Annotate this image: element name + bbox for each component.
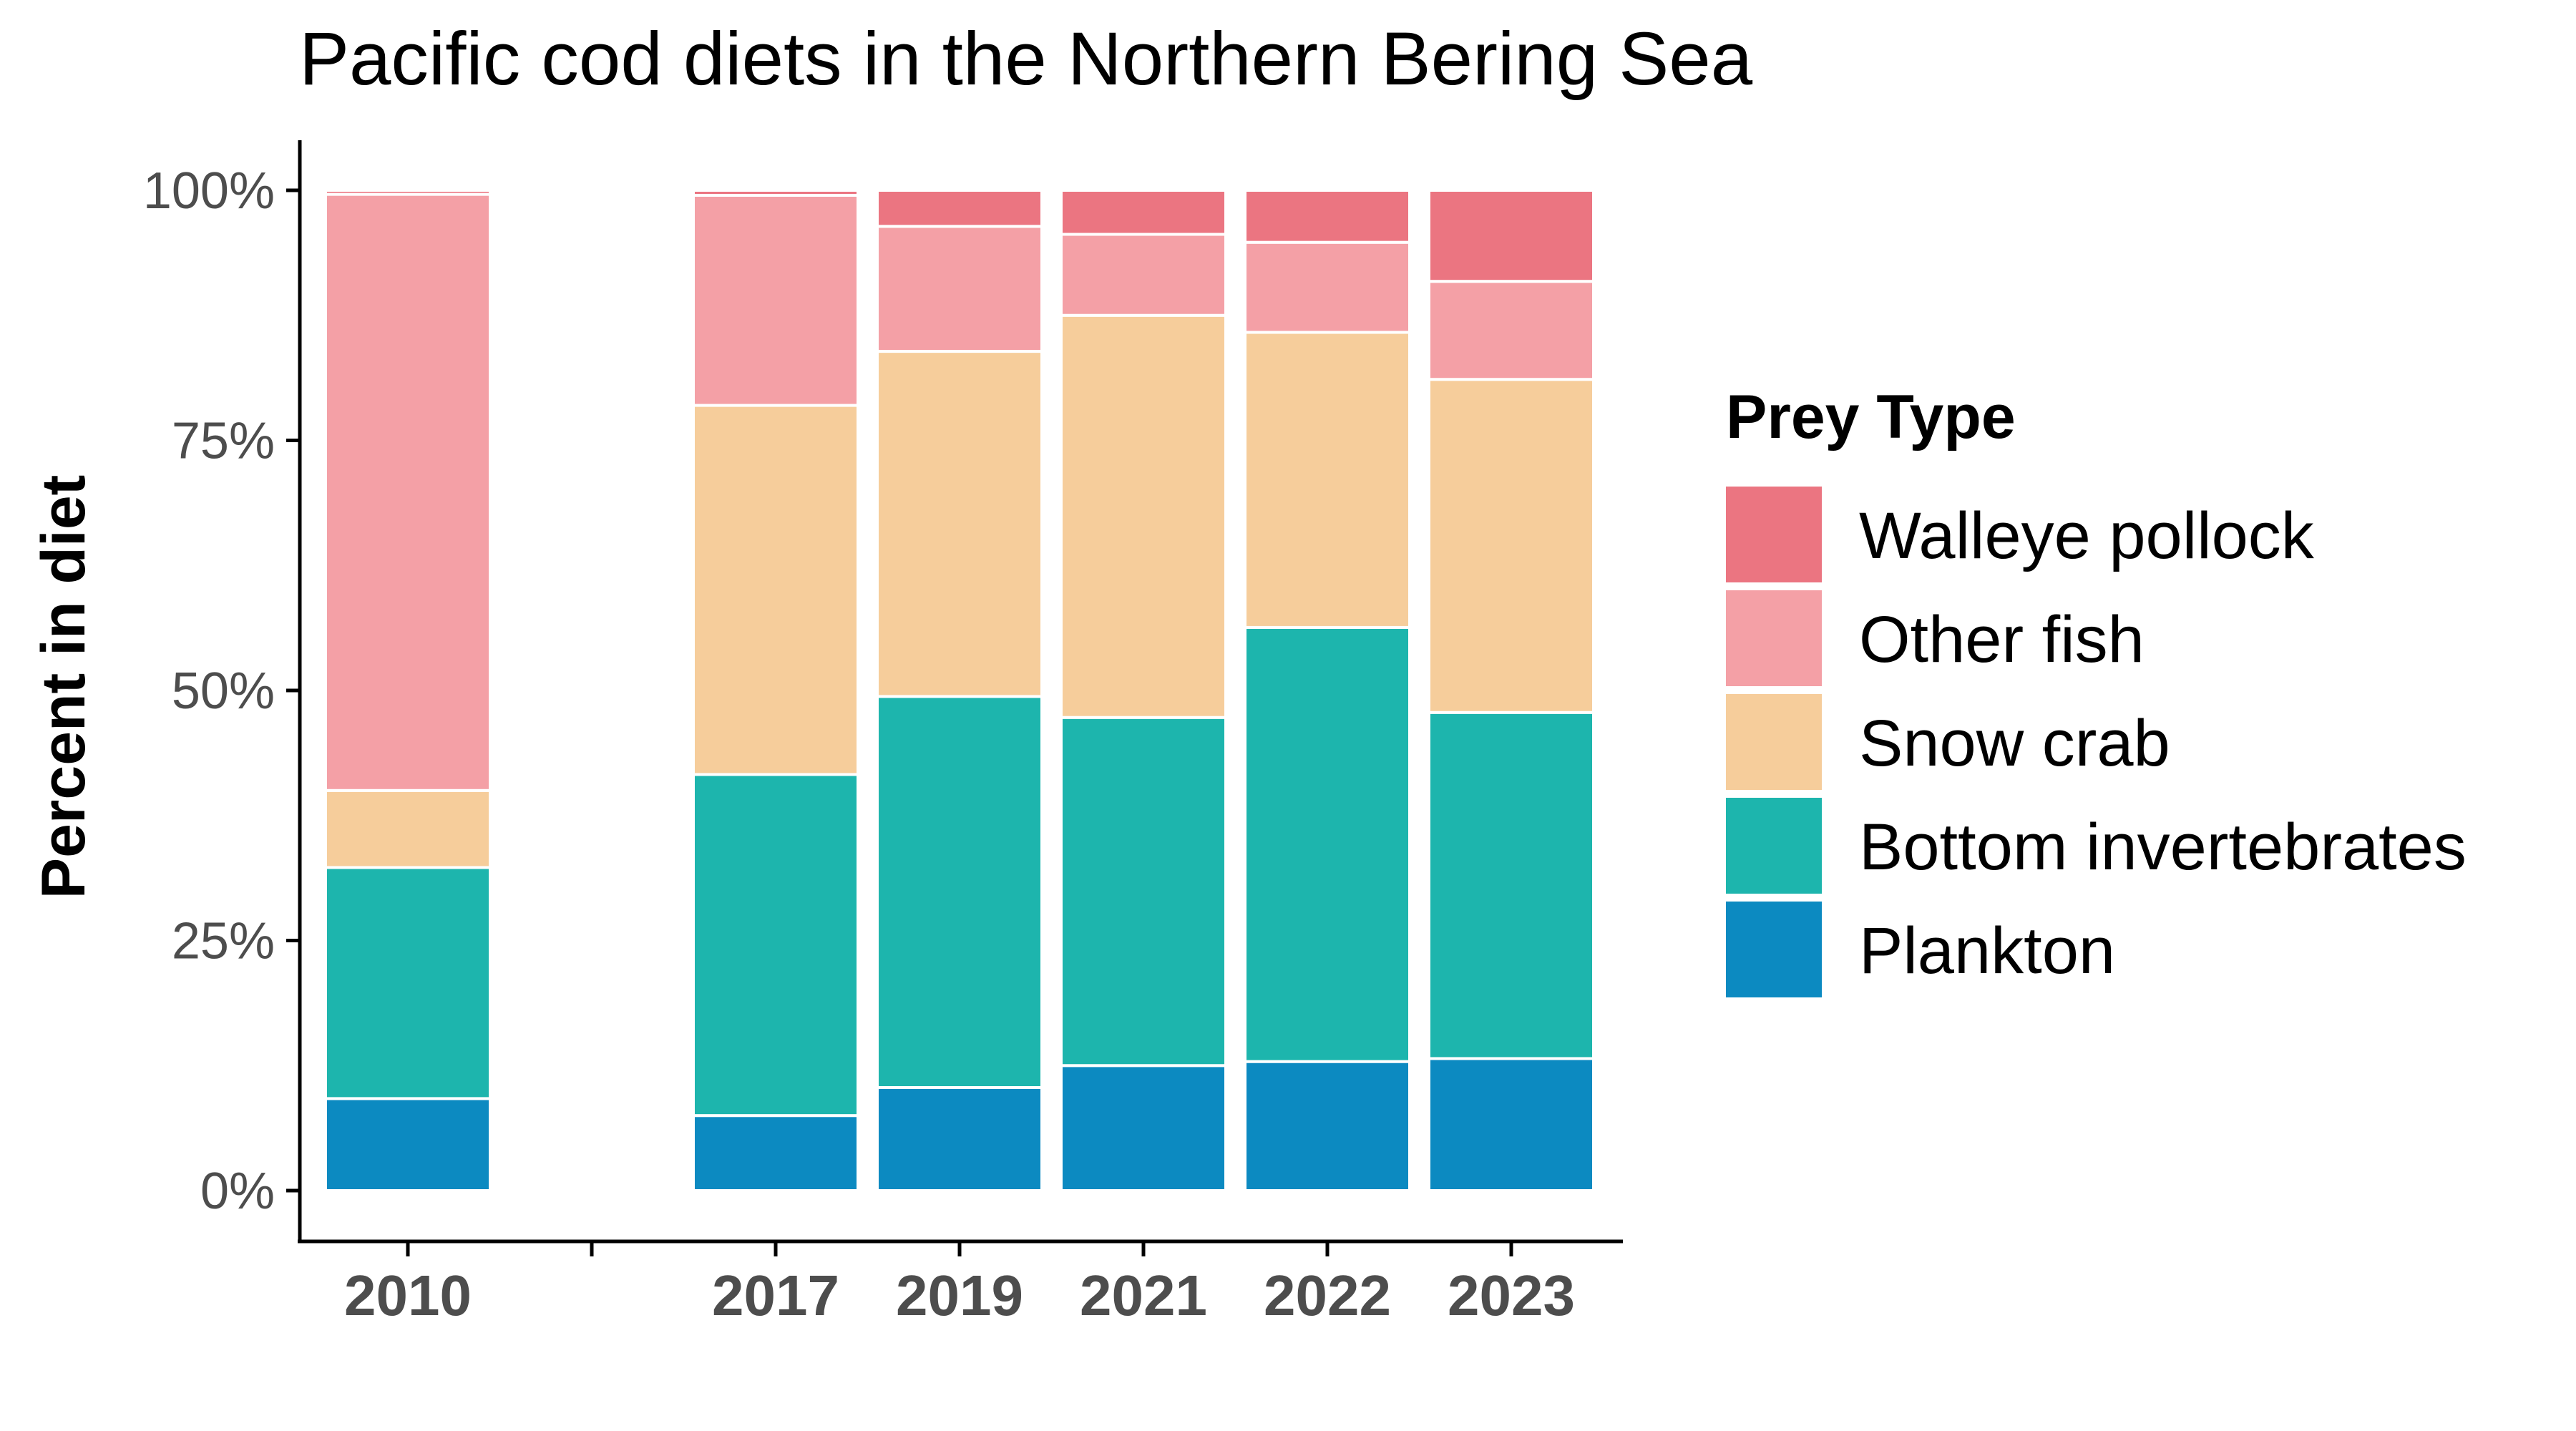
bar-2023-walleye-pollock xyxy=(1428,189,1595,283)
x-tick-label-2021: 2021 xyxy=(1080,1264,1207,1327)
bar-2021-plankton xyxy=(1060,1064,1227,1192)
x-tick-label-2017: 2017 xyxy=(712,1264,839,1327)
bar-2017-bottom-invertebrates xyxy=(692,773,859,1118)
legend: Prey Type Walleye pollock Other fish Snow … xyxy=(1726,383,2467,997)
bar-2010-bottom-invertebrates xyxy=(324,866,492,1100)
y-tick-label: 50% xyxy=(172,663,275,720)
legend-label-plankton: Plankton xyxy=(1859,914,2115,987)
legend-title: Prey Type xyxy=(1726,383,2016,451)
legend-key-bottom-invertebrates xyxy=(1726,798,1822,894)
bar-2022-bottom-invertebrates xyxy=(1244,625,1411,1063)
x-tick-label-2010: 2010 xyxy=(344,1264,472,1327)
bar-2023-other-fish xyxy=(1428,280,1595,381)
bar-2010-snow-crab xyxy=(324,788,492,869)
bar-2021-other-fish xyxy=(1060,233,1227,317)
y-tick-label: 0% xyxy=(200,1163,275,1220)
y-tick-label: 75% xyxy=(172,413,275,470)
bars xyxy=(324,189,1595,1193)
bar-2017-walleye-pollock xyxy=(692,189,859,197)
x-ticks: 2010 2017 2019 2021 2022 2023 xyxy=(344,1243,1575,1327)
bar-2023-bottom-invertebrates xyxy=(1428,710,1595,1060)
bar-2010-plankton xyxy=(324,1097,492,1193)
legend-label-bottom-invertebrates: Bottom invertebrates xyxy=(1859,811,2467,884)
bar-2022-other-fish xyxy=(1244,240,1411,334)
x-tick-label-2019: 2019 xyxy=(896,1264,1023,1327)
chart-title: Pacific cod diets in the Northern Bering… xyxy=(299,17,1753,101)
bar-2010-walleye-pollock xyxy=(324,189,492,196)
bar-2019-snow-crab xyxy=(876,350,1043,698)
bar-2019-plankton xyxy=(876,1086,1043,1192)
bar-2021-walleye-pollock xyxy=(1060,189,1227,236)
bar-2021-bottom-invertebrates xyxy=(1060,716,1227,1068)
bar-2022-walleye-pollock xyxy=(1244,189,1411,244)
legend-key-plankton xyxy=(1726,902,1822,997)
y-axis-label: Percent in diet xyxy=(29,475,98,899)
y-tick-label: 25% xyxy=(172,913,275,970)
legend-key-snow-crab xyxy=(1726,694,1822,790)
bar-2019-bottom-invertebrates xyxy=(876,695,1043,1090)
bar-2023-plankton xyxy=(1428,1057,1595,1192)
y-ticks: 0% 25% 50% 75% 100% xyxy=(143,162,300,1220)
legend-label-other-fish: Other fish xyxy=(1859,603,2145,676)
bar-2019-walleye-pollock xyxy=(876,189,1043,228)
bar-2017-plankton xyxy=(692,1114,859,1193)
legend-key-other-fish xyxy=(1726,590,1822,686)
bar-2010-other-fish xyxy=(324,192,492,792)
y-tick-label: 100% xyxy=(143,162,275,220)
legend-label-snow-crab: Snow crab xyxy=(1859,707,2170,780)
bar-2017-snow-crab xyxy=(692,404,859,776)
bar-2021-snow-crab xyxy=(1060,313,1227,719)
legend-key-walleye-pollock xyxy=(1726,487,1822,582)
x-tick-label-2022: 2022 xyxy=(1264,1264,1391,1327)
legend-label-walleye-pollock: Walleye pollock xyxy=(1859,499,2315,572)
bar-2017-other-fish xyxy=(692,193,859,407)
bar-2023-snow-crab xyxy=(1428,378,1595,714)
x-tick-label-2023: 2023 xyxy=(1448,1264,1575,1327)
bar-2022-plankton xyxy=(1244,1060,1411,1192)
bar-2022-snow-crab xyxy=(1244,331,1411,629)
bar-2019-other-fish xyxy=(876,225,1043,353)
